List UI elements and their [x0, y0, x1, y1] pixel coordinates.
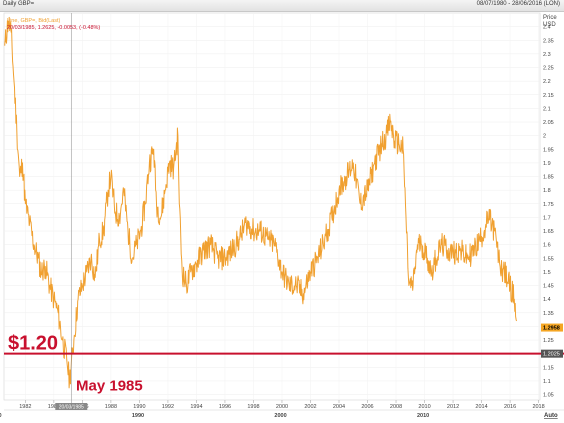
y-tick-label: 1.25 — [543, 338, 554, 344]
x-tick-label: 2004 — [333, 404, 345, 410]
y-tick-label: 2.05 — [543, 120, 554, 126]
x-decade-label: 2000 — [274, 413, 286, 419]
x-axis: 1982198419861988199019921994199619982000… — [0, 400, 564, 419]
cursor-date-tag-bg — [55, 403, 88, 410]
x-tick-label: 1982 — [19, 404, 31, 410]
annotation-layer: $1.20 May 1985 — [4, 13, 564, 410]
plot-area — [3, 12, 541, 401]
x-tick-label: 1998 — [247, 404, 259, 410]
y-tick-label: 2.1 — [543, 106, 551, 112]
y-tick-label: 1.8 — [543, 188, 551, 194]
y-tick-label: 1.05 — [543, 393, 554, 399]
y-tick-label: 1.65 — [543, 229, 554, 235]
y-tick-label: 1.35 — [543, 311, 554, 317]
x-decade-label: 2010 — [417, 413, 429, 419]
y-tick-label: 1.6 — [543, 243, 551, 249]
x-tick-label: 2014 — [475, 404, 487, 410]
x-tick-label: 2008 — [390, 404, 402, 410]
y-tick-label: 1.45 — [543, 284, 554, 290]
y-axis-currency-label: USD — [543, 22, 556, 28]
y-tick-label: 2.2 — [543, 79, 551, 85]
chart-header: Daily GBP= 08/07/1980 - 28/06/2016 (LON) — [0, 0, 564, 12]
x-tick-label: 1992 — [162, 404, 174, 410]
price-tags: 1.2958 1.2025 20/03/1985 Auto — [55, 323, 563, 419]
y-tick-label: 2.4 — [543, 25, 551, 31]
x-decade-label: 1990 — [132, 413, 144, 419]
y-tick-label: 2 — [543, 134, 546, 140]
y-tick-label: 1.95 — [543, 147, 554, 153]
y-tick-label: 1.75 — [543, 202, 554, 208]
y-tick-label: 2.25 — [543, 66, 554, 72]
x-tick-label: 1996 — [219, 404, 231, 410]
y-axis: Price USD 1.051.11.151.21.251.31.351.41.… — [543, 15, 557, 399]
x-tick-label: 2000 — [276, 404, 288, 410]
y-tick-label: 1.4 — [543, 297, 551, 303]
x-tick-label: 1990 — [133, 404, 145, 410]
legend-series-label: Line, GBP=, Bid(Last) — [7, 18, 61, 24]
y-tick-label: 1.15 — [543, 365, 554, 371]
x-tick-label: 2006 — [361, 404, 373, 410]
last-price-tag: 1.2958 — [543, 326, 560, 332]
date-annotation: May 1985 — [76, 377, 143, 394]
y-tick-label: 1.1 — [543, 379, 551, 385]
y-tick-label: 1.55 — [543, 256, 554, 262]
level-price-tag: 1.2025 — [543, 352, 560, 358]
chart-instrument-title: Daily GBP= — [3, 1, 35, 7]
x-tick-label: 2002 — [304, 404, 316, 410]
x-decade-label: 1980 — [0, 413, 2, 419]
x-tick-label: 2018 — [532, 404, 544, 410]
gbp-price-line — [4, 16, 517, 389]
x-tick-label: 2012 — [447, 404, 459, 410]
y-tick-label: 2.3 — [543, 52, 551, 58]
series-layer — [4, 16, 517, 389]
cursor-date-tag: 20/03/1985 — [59, 404, 84, 410]
level-annotation: $1.20 — [8, 333, 58, 355]
chart-grid — [3, 12, 541, 401]
x-tick-label: 2016 — [504, 404, 516, 410]
y-tick-label: 1.7 — [543, 215, 551, 221]
y-tick-label: 1.85 — [543, 175, 554, 181]
x-tick-label: 1994 — [190, 404, 202, 410]
auto-scale-label[interactable]: Auto — [544, 413, 558, 419]
chart-legend: Line, GBP=, Bid(Last) 20/03/1985, 1.2625… — [7, 18, 100, 31]
y-axis-price-label: Price — [543, 15, 557, 21]
x-tick-label: 2010 — [418, 404, 430, 410]
y-tick-label: 2.15 — [543, 93, 554, 99]
level-price-tag-bg — [541, 349, 563, 358]
last-price-tag-bg — [541, 323, 563, 332]
x-tick-label: 1984 — [48, 404, 60, 410]
y-tick-label: 1.5 — [543, 270, 551, 276]
legend-cursor-values: 20/03/1985, 1.2625, -0.0053, (-0.48%) — [7, 25, 100, 31]
chart-date-range: 08/07/1980 - 28/06/2016 (LON) — [476, 1, 560, 7]
x-tick-label: 1988 — [105, 404, 117, 410]
y-tick-label: 1.9 — [543, 161, 551, 167]
y-tick-label: 2.35 — [543, 38, 554, 44]
